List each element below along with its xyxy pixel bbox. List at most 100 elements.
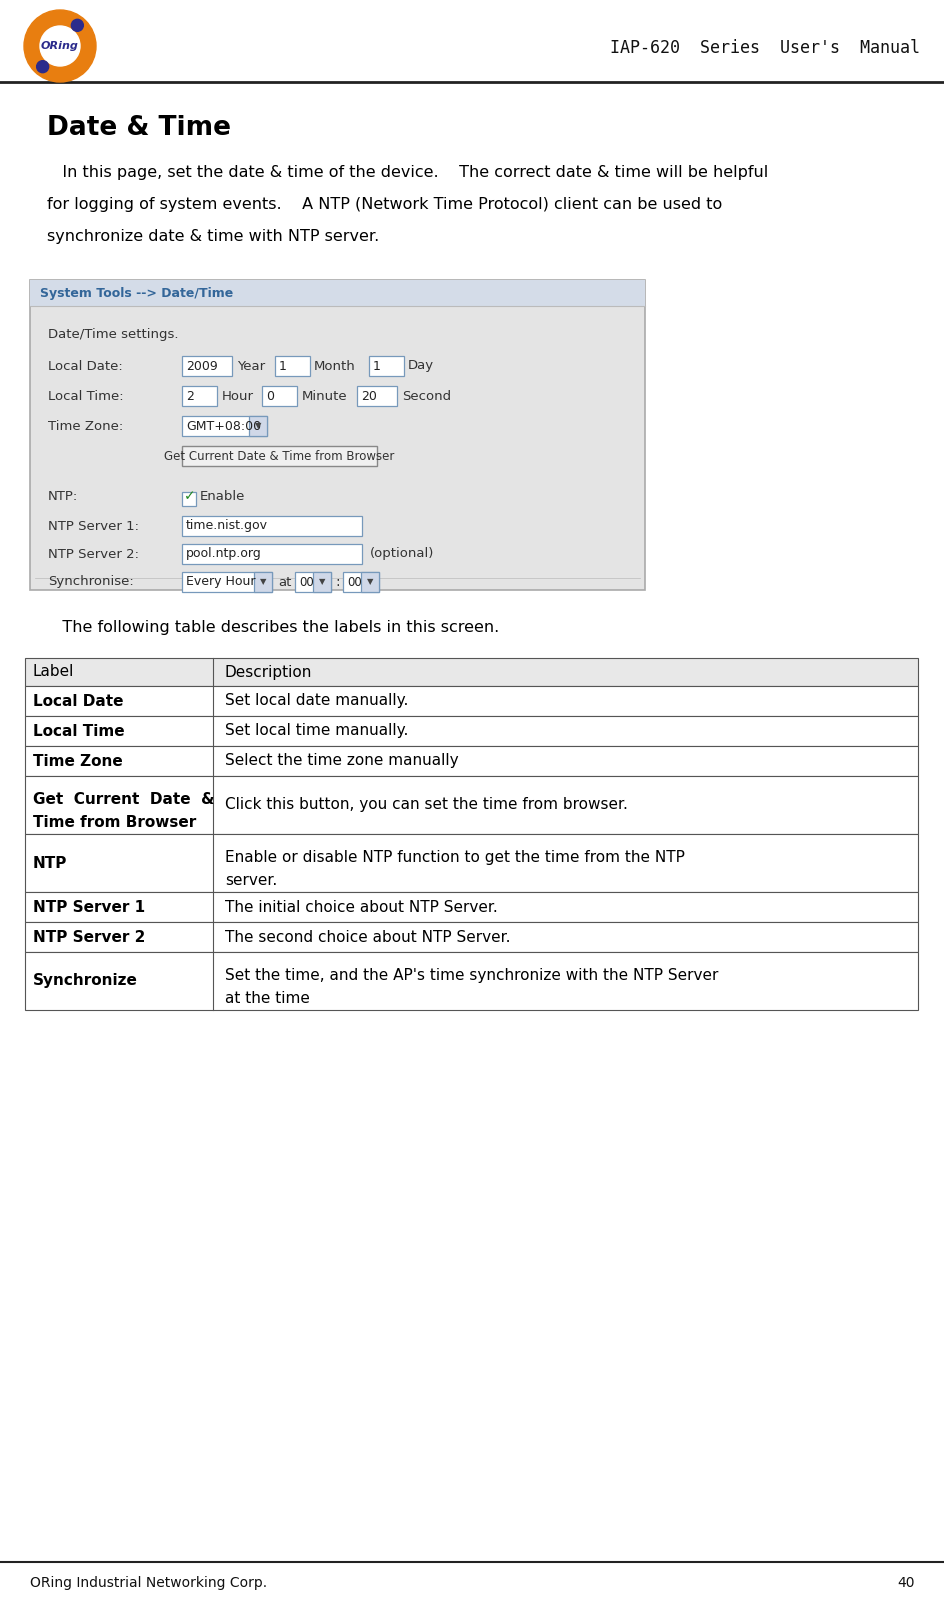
Bar [25, 922, 917, 952]
Text: Date & Time: Date & Time [47, 115, 230, 141]
Text: The second choice about NTP Server.: The second choice about NTP Server. [225, 930, 510, 944]
Text: Date/Time settings.: Date/Time settings. [48, 328, 178, 340]
Text: System Tools --> Date/Time: System Tools --> Date/Time [40, 286, 233, 299]
Bar [30, 280, 645, 305]
Text: synchronize date & time with NTP server.: synchronize date & time with NTP server. [47, 229, 379, 244]
Text: Time Zone: Time Zone [33, 754, 123, 769]
Text: :: : [334, 575, 339, 590]
Text: for logging of system events.    A NTP (Network Time Protocol) client can be use: for logging of system events. A NTP (Net… [47, 197, 721, 213]
Circle shape [24, 10, 96, 81]
Text: GMT+08:00: GMT+08:00 [186, 420, 261, 433]
Text: Enable or disable NTP function to get the time from the NTP: Enable or disable NTP function to get th… [225, 850, 684, 865]
Text: Set local time manually.: Set local time manually. [225, 724, 408, 738]
Bar [275, 356, 310, 376]
Text: Hour: Hour [222, 390, 254, 403]
Bar [368, 356, 404, 376]
Text: Month: Month [313, 360, 355, 372]
Bar [30, 280, 645, 590]
Bar [261, 387, 296, 406]
Bar [25, 658, 917, 686]
Text: ORing Industrial Networking Corp.: ORing Industrial Networking Corp. [30, 1576, 267, 1590]
Text: The initial choice about NTP Server.: The initial choice about NTP Server. [225, 900, 497, 914]
Bar [25, 952, 917, 1010]
Text: pool.ntp.org: pool.ntp.org [186, 548, 261, 561]
Text: Local Time: Local Time [33, 724, 125, 738]
Bar [254, 572, 272, 591]
Text: NTP:: NTP: [48, 489, 78, 502]
Text: ▼: ▼ [318, 577, 325, 586]
Text: The following table describes the labels in this screen.: The following table describes the labels… [47, 620, 498, 634]
Text: 2: 2 [186, 390, 194, 403]
Text: Time from Browser: Time from Browser [33, 815, 196, 829]
Bar [248, 415, 267, 436]
Text: Set the time, and the AP's time synchronize with the NTP Server: Set the time, and the AP's time synchron… [225, 968, 717, 983]
Bar [295, 572, 330, 591]
Bar [182, 415, 267, 436]
Circle shape [72, 19, 83, 32]
Text: Click this button, you can set the time from browser.: Click this button, you can set the time … [225, 797, 627, 812]
Bar [25, 686, 917, 716]
Text: Time Zone:: Time Zone: [48, 420, 123, 433]
Text: 40: 40 [897, 1576, 914, 1590]
Bar [182, 356, 232, 376]
Text: 20: 20 [361, 390, 377, 403]
Text: Day: Day [408, 360, 433, 372]
Bar [25, 892, 917, 922]
Text: Enable: Enable [200, 489, 245, 502]
Circle shape [37, 61, 48, 72]
Text: 1: 1 [373, 360, 380, 372]
Text: 00: 00 [346, 575, 362, 588]
Bar [343, 572, 379, 591]
Text: at the time: at the time [225, 991, 310, 1005]
Text: ORing: ORing [41, 42, 79, 51]
Text: at: at [278, 575, 291, 588]
Bar [182, 446, 377, 467]
Bar [25, 777, 917, 834]
Circle shape [40, 26, 80, 66]
Text: Local Date: Local Date [33, 694, 124, 708]
Text: Minute: Minute [302, 390, 347, 403]
Text: Set local date manually.: Set local date manually. [225, 694, 408, 708]
Text: Label: Label [33, 665, 75, 679]
Text: ▼: ▼ [260, 577, 266, 586]
Text: In this page, set the date & time of the device.    The correct date & time will: In this page, set the date & time of the… [47, 165, 767, 181]
Text: Second: Second [401, 390, 450, 403]
Text: Synchronise:: Synchronise: [48, 575, 134, 588]
Bar [25, 746, 917, 777]
Bar [182, 543, 362, 564]
Bar [182, 516, 362, 535]
Text: Get Current Date & Time from Browser: Get Current Date & Time from Browser [164, 449, 395, 462]
Text: 2009: 2009 [186, 360, 217, 372]
Text: 0: 0 [265, 390, 274, 403]
Text: NTP Server 1:: NTP Server 1: [48, 519, 139, 532]
Text: Local Time:: Local Time: [48, 390, 124, 403]
Text: Select the time zone manually: Select the time zone manually [225, 754, 458, 769]
Bar [357, 387, 396, 406]
Bar [25, 834, 917, 892]
Text: ✓: ✓ [184, 489, 195, 503]
Bar [361, 572, 379, 591]
Bar [25, 716, 917, 746]
Text: NTP Server 2: NTP Server 2 [33, 930, 145, 944]
Text: ▼: ▼ [366, 577, 373, 586]
Text: Every Hour: Every Hour [186, 575, 255, 588]
Text: NTP Server 2:: NTP Server 2: [48, 548, 139, 561]
Bar [182, 387, 217, 406]
Text: IAP-620  Series  User's  Manual: IAP-620 Series User's Manual [610, 38, 919, 58]
Text: ▼: ▼ [255, 422, 261, 430]
Text: time.nist.gov: time.nist.gov [186, 519, 268, 532]
Bar [312, 572, 330, 591]
Text: Description: Description [225, 665, 312, 679]
Text: NTP Server 1: NTP Server 1 [33, 900, 145, 914]
Text: 1: 1 [278, 360, 287, 372]
Bar [182, 492, 195, 507]
Text: Year: Year [237, 360, 265, 372]
Text: Local Date:: Local Date: [48, 360, 123, 372]
Text: 00: 00 [298, 575, 313, 588]
Text: (optional): (optional) [370, 548, 434, 561]
Text: Synchronize: Synchronize [33, 973, 138, 989]
Text: server.: server. [225, 873, 277, 888]
Text: NTP: NTP [33, 855, 67, 871]
Bar [182, 572, 272, 591]
Text: Get  Current  Date  &: Get Current Date & [33, 791, 214, 807]
